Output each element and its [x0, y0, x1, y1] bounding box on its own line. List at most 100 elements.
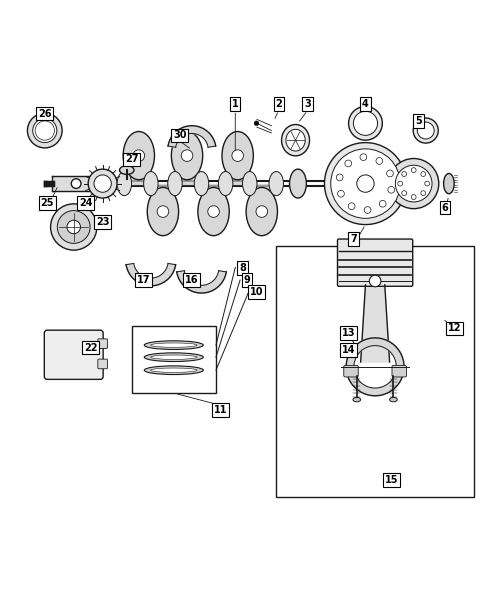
FancyBboxPatch shape [276, 246, 473, 497]
Circle shape [420, 191, 425, 196]
Ellipse shape [222, 131, 253, 180]
Text: 24: 24 [79, 198, 92, 208]
Text: 12: 12 [447, 323, 460, 333]
Polygon shape [176, 271, 226, 293]
Circle shape [363, 207, 370, 213]
Circle shape [71, 179, 81, 188]
Circle shape [378, 200, 385, 207]
Circle shape [337, 190, 344, 197]
Text: 14: 14 [341, 345, 355, 355]
Circle shape [368, 275, 380, 287]
Text: 30: 30 [173, 130, 186, 140]
Text: 23: 23 [96, 217, 109, 227]
Circle shape [420, 171, 425, 177]
Text: 27: 27 [124, 154, 138, 164]
Circle shape [386, 170, 393, 177]
Ellipse shape [117, 171, 131, 196]
Text: 15: 15 [384, 475, 398, 485]
Circle shape [397, 181, 402, 186]
Ellipse shape [289, 169, 306, 198]
Ellipse shape [144, 341, 203, 349]
Circle shape [394, 166, 431, 202]
Circle shape [335, 174, 342, 181]
Circle shape [410, 195, 415, 200]
Ellipse shape [35, 121, 54, 140]
Text: 5: 5 [414, 116, 421, 126]
Circle shape [344, 160, 351, 167]
Text: 10: 10 [250, 287, 263, 297]
Ellipse shape [144, 353, 203, 362]
Polygon shape [346, 338, 403, 367]
Ellipse shape [28, 113, 62, 148]
Ellipse shape [147, 187, 178, 236]
Ellipse shape [167, 171, 182, 196]
FancyBboxPatch shape [391, 365, 406, 377]
Circle shape [410, 168, 415, 173]
Ellipse shape [285, 130, 304, 151]
Circle shape [133, 150, 144, 161]
Ellipse shape [352, 398, 360, 402]
Ellipse shape [150, 355, 197, 359]
Text: 2: 2 [275, 99, 282, 109]
Circle shape [57, 211, 90, 243]
Ellipse shape [197, 187, 229, 236]
Circle shape [401, 171, 406, 177]
Circle shape [67, 220, 80, 234]
Circle shape [424, 181, 429, 186]
Ellipse shape [389, 398, 396, 402]
Polygon shape [360, 285, 389, 362]
Polygon shape [346, 367, 403, 396]
Text: 25: 25 [40, 198, 54, 208]
Polygon shape [126, 263, 175, 286]
Ellipse shape [412, 118, 438, 143]
Ellipse shape [32, 118, 57, 143]
Circle shape [330, 149, 399, 219]
Text: 16: 16 [185, 275, 198, 285]
Text: 11: 11 [213, 405, 227, 415]
Circle shape [256, 206, 267, 217]
Ellipse shape [416, 122, 433, 139]
FancyBboxPatch shape [98, 359, 107, 369]
Ellipse shape [348, 107, 381, 140]
Text: 1: 1 [231, 99, 238, 109]
Circle shape [356, 175, 373, 192]
Ellipse shape [245, 187, 277, 236]
Circle shape [375, 158, 382, 164]
Polygon shape [167, 125, 215, 147]
Circle shape [348, 203, 354, 210]
Circle shape [388, 158, 438, 209]
Ellipse shape [218, 171, 232, 196]
Circle shape [254, 121, 258, 125]
FancyBboxPatch shape [337, 239, 412, 286]
Ellipse shape [119, 166, 134, 174]
Circle shape [231, 150, 243, 161]
Text: 17: 17 [136, 275, 150, 285]
Ellipse shape [281, 124, 309, 156]
Text: 9: 9 [243, 275, 250, 285]
Text: 22: 22 [84, 343, 97, 353]
Text: 4: 4 [362, 99, 368, 109]
Text: 7: 7 [349, 234, 356, 244]
Ellipse shape [443, 174, 453, 194]
Ellipse shape [150, 368, 197, 372]
Circle shape [359, 154, 366, 161]
Ellipse shape [143, 171, 158, 196]
Text: 3: 3 [303, 99, 310, 109]
Ellipse shape [194, 171, 208, 196]
Circle shape [50, 204, 97, 250]
Ellipse shape [150, 343, 197, 348]
Text: 13: 13 [341, 328, 355, 338]
Ellipse shape [144, 366, 203, 375]
Ellipse shape [171, 131, 202, 180]
Text: 8: 8 [239, 263, 245, 273]
Circle shape [324, 143, 406, 224]
Circle shape [401, 191, 406, 196]
Ellipse shape [242, 171, 257, 196]
Circle shape [207, 206, 219, 217]
FancyBboxPatch shape [44, 330, 103, 379]
Circle shape [88, 169, 117, 198]
Ellipse shape [269, 171, 283, 196]
Circle shape [181, 150, 193, 161]
FancyBboxPatch shape [343, 365, 358, 377]
FancyBboxPatch shape [98, 339, 107, 349]
